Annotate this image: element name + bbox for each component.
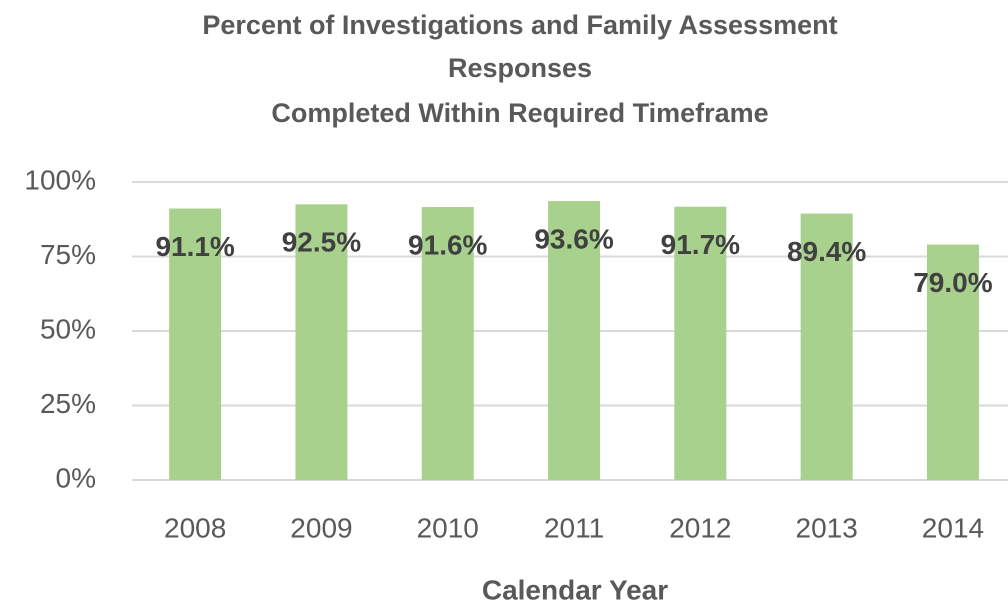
bar xyxy=(926,244,979,480)
value-label: 91.7% xyxy=(661,229,740,260)
value-label: 91.6% xyxy=(408,229,487,260)
chart-title: Percent of Investigations and Family Ass… xyxy=(202,10,837,40)
bar xyxy=(169,208,222,480)
y-tick-label: 100% xyxy=(24,164,96,195)
value-label: 92.5% xyxy=(282,227,361,258)
x-tick-label: 2010 xyxy=(417,512,479,543)
x-tick-label: 2008 xyxy=(164,512,226,543)
y-tick-label: 50% xyxy=(40,313,96,344)
y-tick-label: 75% xyxy=(40,239,96,270)
bar xyxy=(421,207,474,481)
x-axis-title: Calendar Year xyxy=(482,574,668,605)
bar xyxy=(674,206,727,480)
y-tick-label: 25% xyxy=(40,388,96,419)
x-tick-label: 2011 xyxy=(544,512,604,543)
value-label: 79.0% xyxy=(913,267,992,298)
x-tick-label: 2009 xyxy=(290,512,352,543)
bar xyxy=(295,204,348,480)
x-tick-label: 2014 xyxy=(922,512,984,543)
value-label: 93.6% xyxy=(534,223,613,254)
bar xyxy=(800,213,853,480)
chart-title: Responses xyxy=(448,53,592,83)
y-tick-label: 0% xyxy=(56,462,96,493)
chart-title: Completed Within Required Timeframe xyxy=(271,98,768,128)
x-tick-label: 2013 xyxy=(796,512,858,543)
value-label: 89.4% xyxy=(787,236,866,267)
x-tick-label: 2012 xyxy=(669,512,731,543)
bar xyxy=(548,201,601,480)
value-label: 91.1% xyxy=(155,231,234,262)
